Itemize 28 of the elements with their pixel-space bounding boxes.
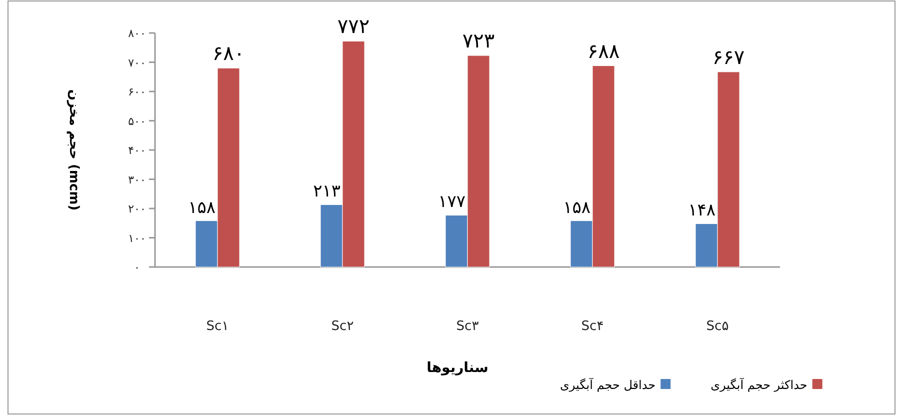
y-tick-label: ۴۰۰ <box>128 144 146 157</box>
x-axis-title: سناریوها <box>426 360 488 376</box>
data-label: ۷۲۳ <box>462 28 495 53</box>
x-tick-label: Sc۲ <box>331 319 354 334</box>
y-tick-label: ۰ <box>134 261 140 274</box>
data-label: ۱۷۷ <box>438 192 466 212</box>
y-tick-label: ۷۰۰ <box>128 56 146 70</box>
data-label: ۶۶۷ <box>712 44 745 69</box>
y-tick-label: ۸۰۰ <box>128 27 146 40</box>
data-label: ۱۴۸ <box>688 200 716 221</box>
data-label: ۷۷۲ <box>337 14 370 38</box>
x-tick-label: Sc۱ <box>206 319 229 334</box>
y-tick-label: ۶۰۰ <box>128 86 146 98</box>
y-tick-label: ۳۰۰ <box>128 173 146 186</box>
y-tick-label: ۲۰۰ <box>128 202 146 216</box>
x-tick-label: Sc۴ <box>581 319 604 334</box>
y-tick-label: ۱۰۰ <box>128 232 146 245</box>
legend-label: حداکثر حجم آبگیری <box>710 377 808 392</box>
data-label: ۱۵۸ <box>188 198 216 218</box>
data-label: ۶۸۰ <box>212 41 245 66</box>
x-tick-label: Sc۳ <box>456 319 479 334</box>
x-tick-label: Sc۵ <box>706 319 729 334</box>
data-label: ۶۸۸ <box>587 38 620 63</box>
y-tick-label: ۵۰۰ <box>128 114 146 128</box>
data-label: ۱۵۸ <box>563 198 590 218</box>
data-label: ۲۱۳ <box>313 182 340 202</box>
legend-label: حداقل حجم آبگیری <box>560 377 656 392</box>
y-axis-title: حجم مخزن (mcm) <box>66 89 81 211</box>
